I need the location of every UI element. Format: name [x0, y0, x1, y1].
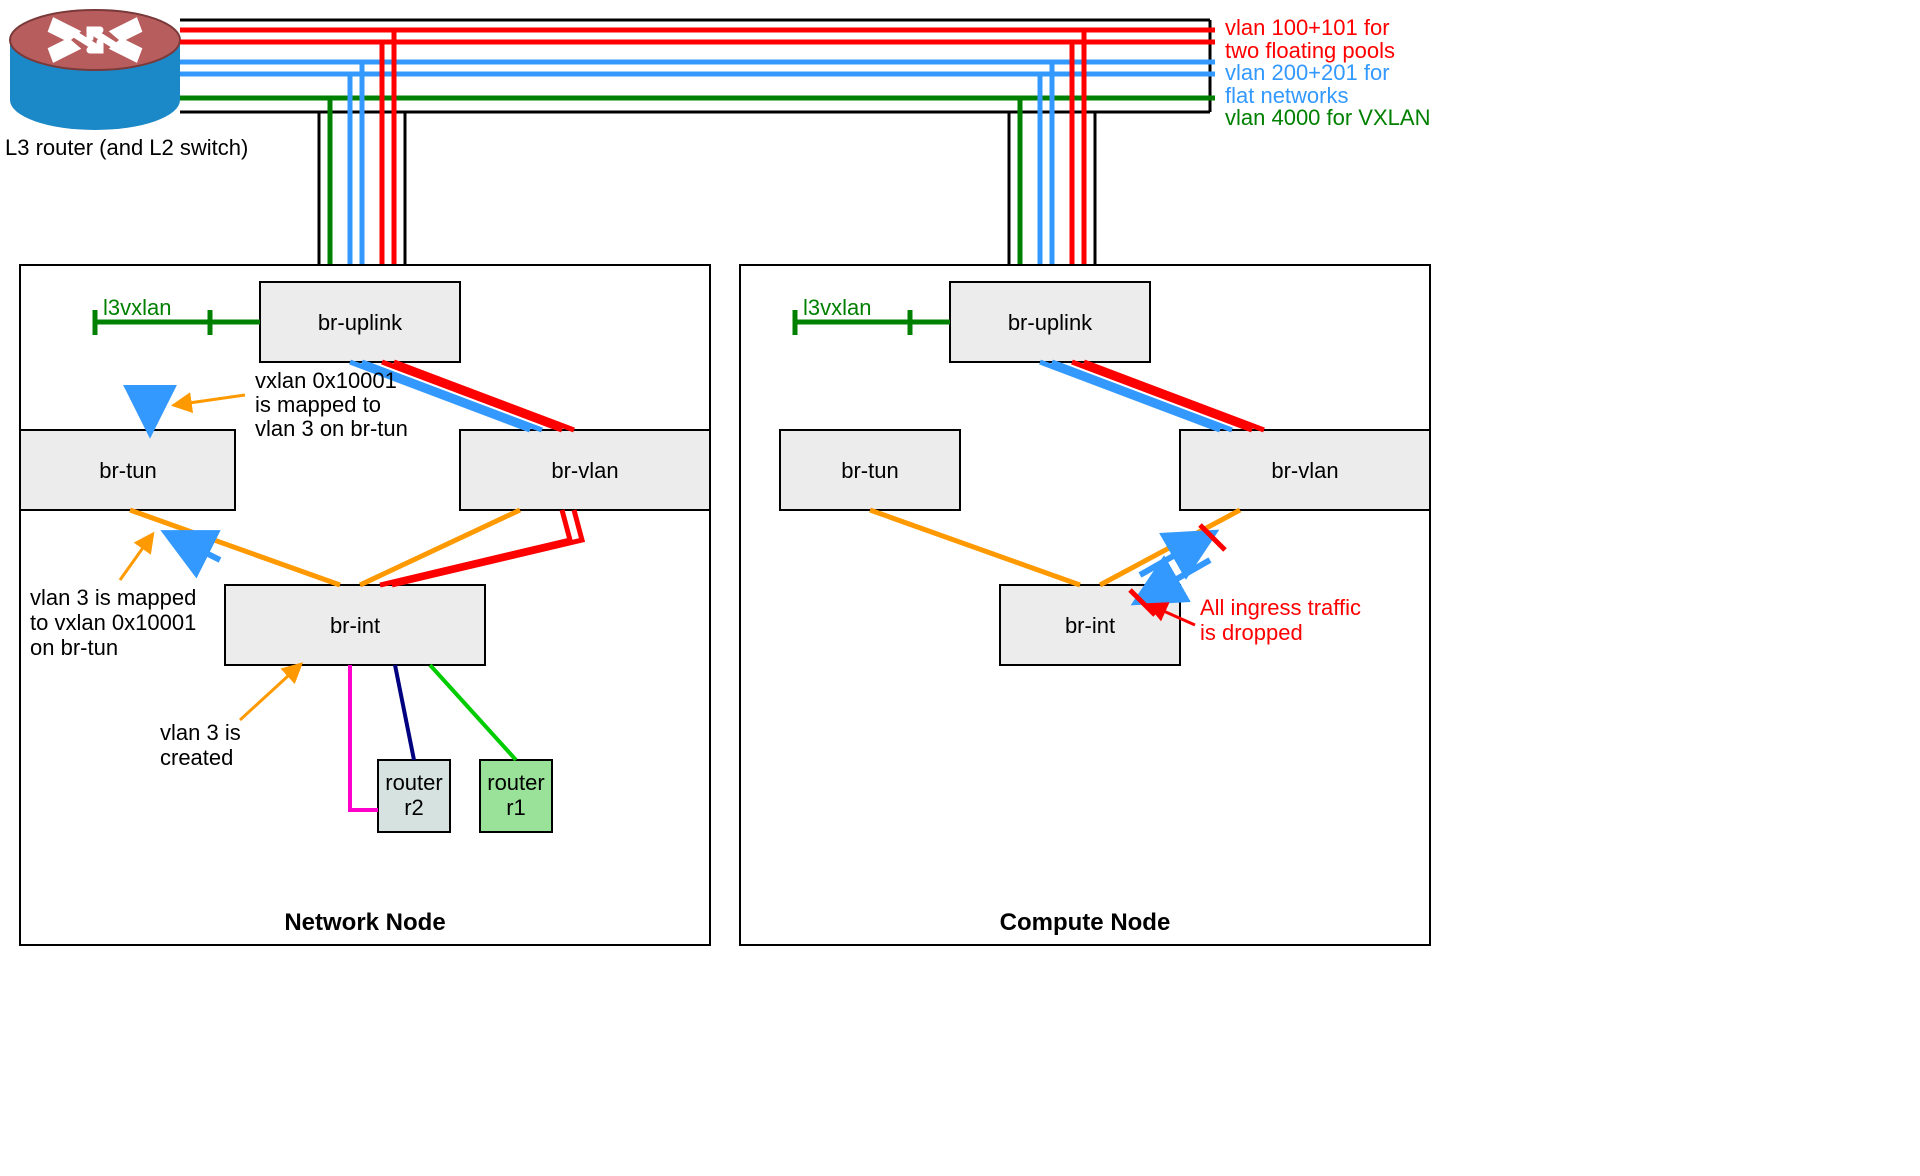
svg-text:router: router — [487, 770, 544, 795]
svg-text:vlan 200+201 for: vlan 200+201 for — [1225, 60, 1390, 85]
compute-node-title: Compute Node — [1000, 909, 1171, 936]
router-icon — [10, 10, 180, 130]
svg-text:to vxlan 0x10001: to vxlan 0x10001 — [30, 610, 196, 635]
svg-text:on br-tun: on br-tun — [30, 635, 118, 660]
svg-text:All ingress traffic: All ingress traffic — [1200, 595, 1361, 620]
router-label: L3 router (and L2 switch) — [5, 135, 248, 160]
legend: vlan 100+101 for two floating pools vlan… — [1225, 15, 1430, 130]
svg-text:br-uplink: br-uplink — [1008, 310, 1093, 335]
network-node-title: Network Node — [284, 909, 445, 936]
svg-text:vlan 3 on br-tun: vlan 3 on br-tun — [255, 416, 408, 441]
svg-text:r1: r1 — [506, 795, 526, 820]
drops-network — [319, 30, 405, 285]
svg-text:l3vxlan: l3vxlan — [803, 295, 871, 320]
drops-compute — [1009, 30, 1095, 285]
svg-text:router: router — [385, 770, 442, 795]
svg-text:r2: r2 — [404, 795, 424, 820]
trunk — [180, 20, 1215, 112]
svg-text:is mapped to: is mapped to — [255, 392, 381, 417]
svg-text:vlan 3 is mapped: vlan 3 is mapped — [30, 585, 196, 610]
svg-text:is dropped: is dropped — [1200, 620, 1303, 645]
svg-text:br-vlan: br-vlan — [551, 458, 618, 483]
svg-text:br-int: br-int — [1065, 613, 1115, 638]
svg-text:br-tun: br-tun — [841, 458, 898, 483]
svg-text:l3vxlan: l3vxlan — [103, 295, 171, 320]
svg-text:br-vlan: br-vlan — [1271, 458, 1338, 483]
svg-text:vlan 3 is: vlan 3 is — [160, 720, 241, 745]
svg-text:br-int: br-int — [330, 613, 380, 638]
svg-text:vxlan 0x10001: vxlan 0x10001 — [255, 368, 397, 393]
svg-text:created: created — [160, 745, 233, 770]
svg-text:vlan 100+101 for: vlan 100+101 for — [1225, 15, 1390, 40]
svg-text:br-uplink: br-uplink — [318, 310, 403, 335]
svg-text:br-tun: br-tun — [99, 458, 156, 483]
svg-text:vlan 4000 for VXLAN: vlan 4000 for VXLAN — [1225, 105, 1430, 130]
